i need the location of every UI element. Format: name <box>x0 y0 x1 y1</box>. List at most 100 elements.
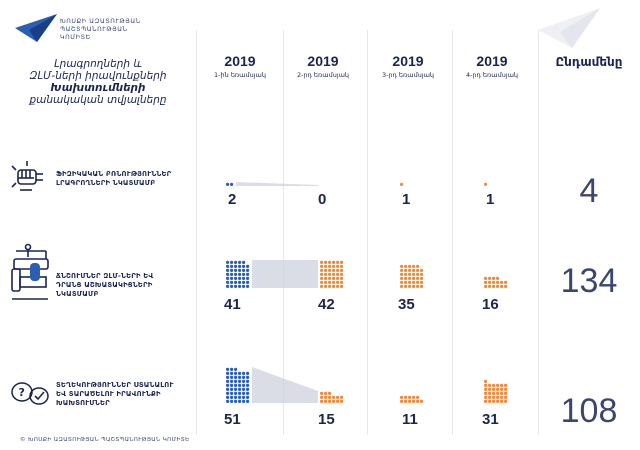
row-total: 134 <box>560 262 618 300</box>
dot <box>320 260 324 264</box>
dot-grid-1-2 <box>400 264 424 288</box>
dot <box>492 276 496 280</box>
dot <box>404 284 408 288</box>
dot <box>230 383 234 387</box>
dot <box>246 399 250 403</box>
value-label: 35 <box>398 296 415 313</box>
dot <box>230 387 234 391</box>
dot <box>226 367 230 371</box>
dot <box>242 399 246 403</box>
dot <box>340 268 344 272</box>
dot <box>320 391 324 395</box>
dot <box>238 371 242 375</box>
dot <box>324 276 328 280</box>
dot <box>238 272 242 276</box>
dot <box>496 284 500 288</box>
dot <box>412 399 416 403</box>
dot <box>234 375 238 379</box>
dot <box>246 268 250 272</box>
value-label: 11 <box>402 411 418 428</box>
dot <box>320 272 324 276</box>
dot <box>336 399 340 403</box>
dot <box>484 395 488 399</box>
dot <box>488 383 492 387</box>
dot <box>234 383 238 387</box>
dot <box>324 272 328 276</box>
dot <box>226 391 230 395</box>
org-name: ԽՈՍՔԻ ԱԶԱՏՈՒԹՅԱՆ ՊԱՇՏՊԱՆՈՒԹՅԱՆ ԿՈՄԻՏԵ <box>60 18 141 41</box>
dot <box>242 280 246 284</box>
dot <box>242 260 246 264</box>
dot <box>230 182 234 186</box>
dot <box>500 391 504 395</box>
dot <box>328 395 332 399</box>
dot <box>400 395 404 399</box>
dot <box>324 260 328 264</box>
dot <box>242 276 246 280</box>
dot <box>230 280 234 284</box>
dot <box>238 379 242 383</box>
dot <box>400 272 404 276</box>
dot <box>234 268 238 272</box>
dot <box>332 399 336 403</box>
dot <box>404 399 408 403</box>
dot <box>328 276 332 280</box>
dot <box>226 268 230 272</box>
dot <box>234 371 238 375</box>
dot <box>420 284 424 288</box>
dot <box>496 387 500 391</box>
dot <box>488 284 492 288</box>
dot <box>484 379 488 383</box>
dot <box>332 264 336 268</box>
dot <box>496 391 500 395</box>
dot <box>230 272 234 276</box>
dot <box>238 395 242 399</box>
dot <box>246 375 250 379</box>
dot <box>226 387 230 391</box>
dot <box>230 395 234 399</box>
dot <box>332 280 336 284</box>
dot <box>400 276 404 280</box>
dot <box>238 399 242 403</box>
dot <box>238 280 242 284</box>
dot <box>420 268 424 272</box>
dot <box>340 395 344 399</box>
dot <box>320 395 324 399</box>
dot <box>408 280 412 284</box>
dot <box>230 260 234 264</box>
dot <box>238 260 242 264</box>
dot <box>488 387 492 391</box>
dot <box>230 371 234 375</box>
dot <box>246 272 250 276</box>
dot <box>488 276 492 280</box>
column-year: 2019 <box>224 53 256 69</box>
dot <box>328 284 332 288</box>
column-year: 2019 <box>476 53 508 69</box>
dot <box>234 399 238 403</box>
dot <box>332 276 336 280</box>
dot <box>234 276 238 280</box>
page-title: Լրագրողների և ԶԼՄ-ների իրավունքների Խախտ… <box>29 58 167 106</box>
dot <box>496 383 500 387</box>
column-quarter: 4-րդ եռամսյակ <box>465 71 519 79</box>
logo-plane-icon <box>15 14 57 42</box>
dot <box>328 264 332 268</box>
dot <box>408 268 412 272</box>
dot <box>416 399 420 403</box>
dot <box>336 276 340 280</box>
dot <box>246 383 250 387</box>
dot <box>416 276 420 280</box>
dot <box>230 284 234 288</box>
row-total: 108 <box>560 392 618 430</box>
dot <box>492 395 496 399</box>
dot <box>332 284 336 288</box>
dot <box>226 280 230 284</box>
dot <box>336 272 340 276</box>
connector-band <box>236 182 318 186</box>
dot <box>246 264 250 268</box>
dot-grid-2-2 <box>400 395 424 403</box>
dot <box>400 268 404 272</box>
dot <box>412 280 416 284</box>
dot <box>324 280 328 284</box>
value-label: 41 <box>224 296 241 313</box>
